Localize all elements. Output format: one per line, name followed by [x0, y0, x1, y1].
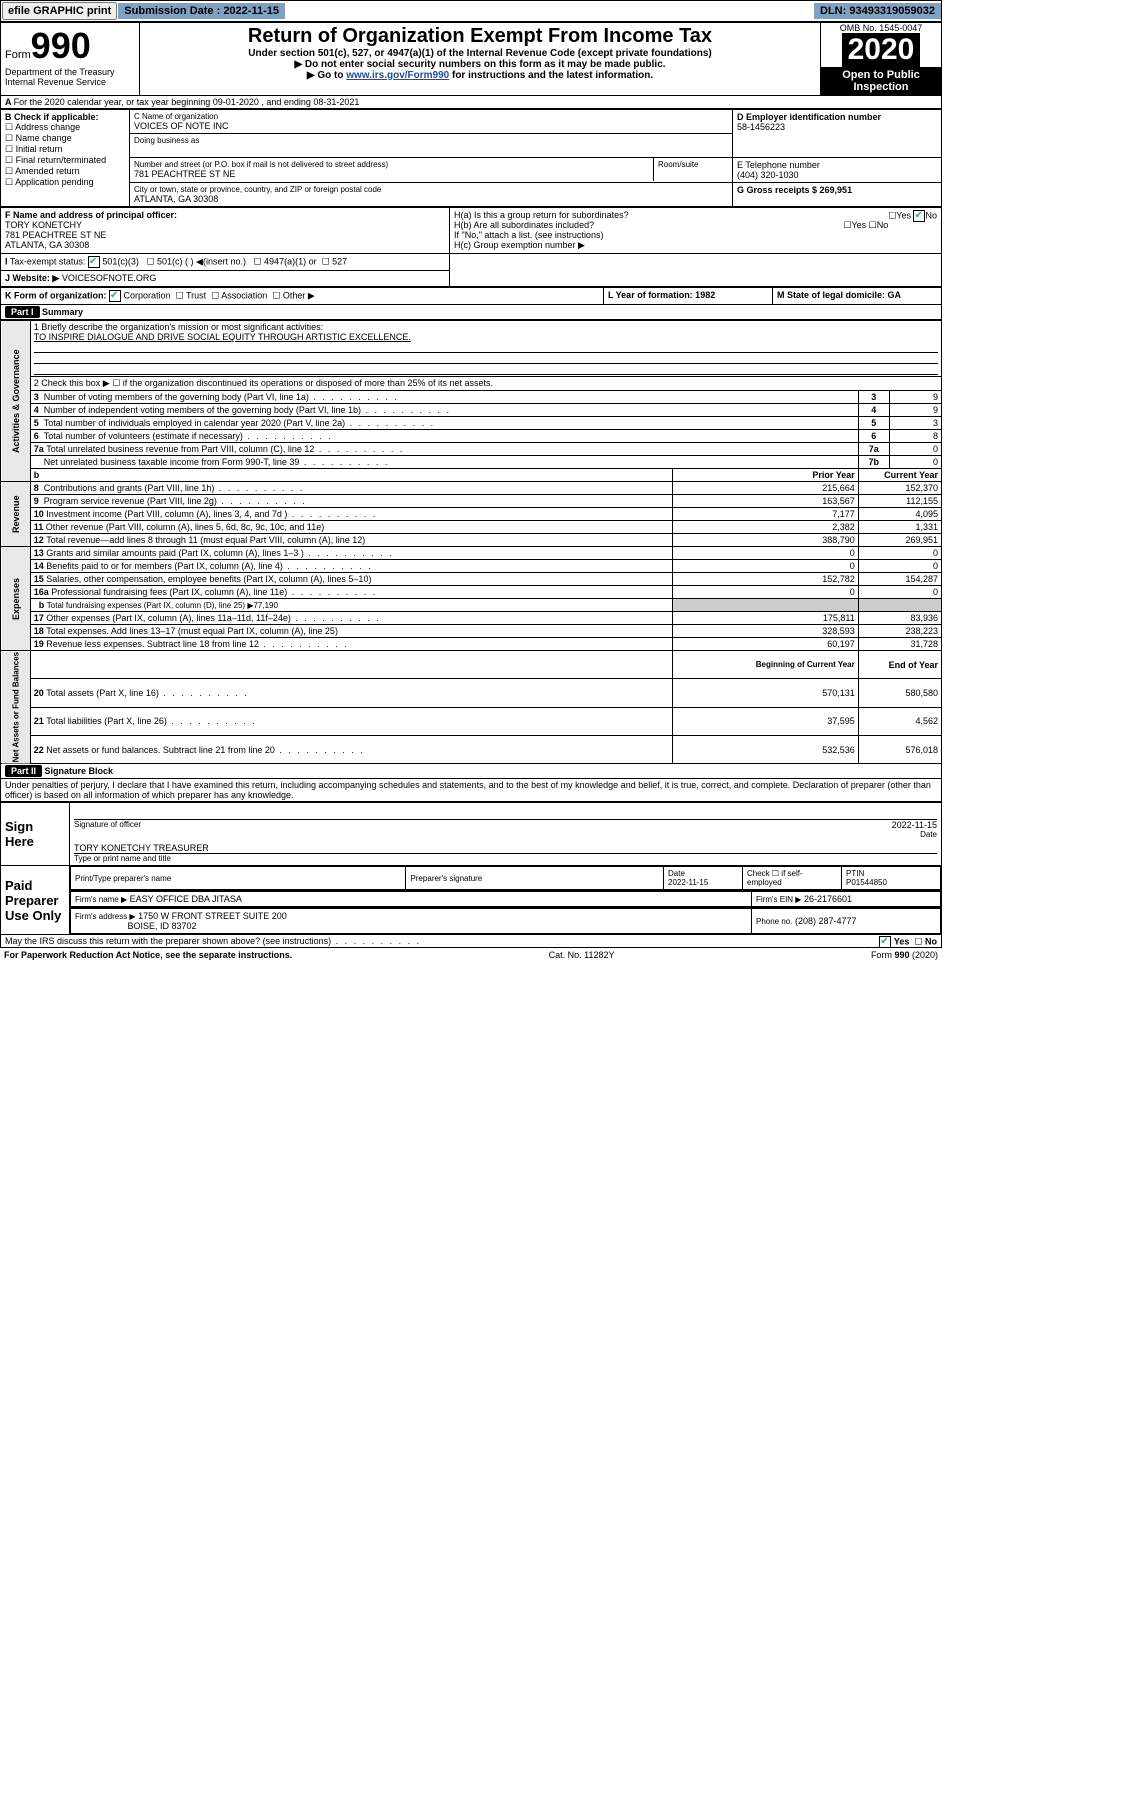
- dln: DLN: 93493319059032: [814, 3, 941, 19]
- sign-here-label: Sign Here: [1, 803, 70, 866]
- prep-sig-label: Preparer's signature: [406, 867, 664, 890]
- paid-preparer-label: Paid Preparer Use Only: [1, 866, 70, 935]
- street-address: 781 PEACHTREE ST NE: [134, 169, 649, 179]
- part-ii-badge: Part II: [5, 765, 42, 777]
- vlabel-net-assets: Net Assets or Fund Balances: [1, 651, 31, 764]
- submission-date: Submission Date : 2022-11-15: [118, 3, 285, 19]
- form990-link[interactable]: www.irs.gov/Form990: [346, 70, 449, 81]
- efile-print-button[interactable]: efile GRAPHIC print: [2, 2, 117, 20]
- ein: 58-1456223: [737, 122, 937, 132]
- dept-treasury: Department of the Treasury: [5, 67, 135, 77]
- form-header: Form990 Department of the Treasury Inter…: [0, 22, 942, 96]
- city-state-zip: ATLANTA, GA 30308: [134, 194, 728, 204]
- website-label: Website: ▶: [13, 273, 60, 283]
- dba-label: Doing business as: [134, 136, 728, 145]
- discuss-yes[interactable]: [879, 936, 891, 948]
- box-d-label: D Employer identification number: [737, 112, 937, 122]
- part-i-badge: Part I: [5, 306, 40, 318]
- website-url: VOICESOFNOTE.ORG: [62, 273, 157, 283]
- check-501c3[interactable]: [88, 256, 100, 268]
- h-a: H(a) Is this a group return for subordin…: [454, 210, 937, 220]
- date-label: Date: [74, 830, 937, 839]
- tax-exempt-label: Tax-exempt status:: [10, 256, 86, 266]
- check-corporation[interactable]: [109, 290, 121, 302]
- state-domicile: M State of legal domicile: GA: [773, 288, 942, 305]
- firm-address-1: 1750 W FRONT STREET SUITE 200: [138, 911, 287, 921]
- cat-no: Cat. No. 11282Y: [549, 950, 615, 960]
- check-name-change[interactable]: ☐ Name change: [5, 133, 125, 144]
- mission-text: TO INSPIRE DIALOGUE AND DRIVE SOCIAL EQU…: [34, 332, 938, 342]
- summary-table: Activities & Governance 1 Briefly descri…: [0, 320, 942, 764]
- q1-label: 1 Briefly describe the organization's mi…: [34, 322, 938, 332]
- telephone: (404) 320-1030: [737, 170, 937, 180]
- form-subtitle-3: ▶ Go to www.irs.gov/Form990 for instruct…: [144, 70, 816, 81]
- q2-text: 2 Check this box ▶ ☐ if the organization…: [30, 377, 941, 391]
- h-note: If "No," attach a list. (see instruction…: [454, 230, 937, 240]
- tax-year: 2020: [842, 33, 921, 67]
- vlabel-revenue: Revenue: [1, 482, 31, 547]
- room-suite-label: Room/suite: [654, 158, 733, 181]
- city-label: City or town, state or province, country…: [134, 185, 728, 194]
- firm-name: EASY OFFICE DBA JITASA: [130, 894, 242, 904]
- gross-receipts: G Gross receipts $ 269,951: [733, 183, 942, 207]
- firm-phone: (208) 287-4777: [795, 916, 857, 926]
- irs-label: Internal Revenue Service: [5, 77, 135, 87]
- declaration-text: Under penalties of perjury, I declare th…: [0, 779, 942, 802]
- firm-ein: 26-2176601: [804, 894, 852, 904]
- pra-notice: For Paperwork Reduction Act Notice, see …: [4, 950, 292, 960]
- page-footer: For Paperwork Reduction Act Notice, see …: [0, 948, 942, 962]
- box-f-label: F Name and address of principal officer:: [5, 210, 445, 220]
- sig-officer-label: Signature of officer: [74, 820, 141, 830]
- officer-name-title: TORY KONETCHY TREASURER: [74, 843, 937, 853]
- part-i-name: Summary: [42, 307, 83, 317]
- form-title: Return of Organization Exempt From Incom…: [144, 25, 816, 48]
- signature-block: Sign Here Signature of officer 2022-11-1…: [0, 802, 942, 935]
- box-c-label: C Name of organization: [134, 112, 728, 121]
- sig-date: 2022-11-15: [892, 820, 937, 830]
- officer-name: TORY KONETCHY: [5, 220, 445, 230]
- tax-period: A For the 2020 calendar year, or tax yea…: [0, 96, 942, 109]
- self-employed-check[interactable]: Check ☐ if self-employed: [743, 867, 842, 890]
- type-name-label: Type or print name and title: [74, 853, 937, 863]
- check-application-pending[interactable]: ☐ Application pending: [5, 177, 125, 188]
- top-bar: efile GRAPHIC print Submission Date : 20…: [0, 0, 942, 22]
- box-b-title: B Check if applicable:: [5, 112, 125, 122]
- form-subtitle-1: Under section 501(c), 527, or 4947(a)(1)…: [144, 48, 816, 59]
- org-name: VOICES OF NOTE INC: [134, 121, 728, 131]
- part-ii-name: Signature Block: [45, 766, 114, 776]
- open-to-public: Open to Public Inspection: [821, 67, 941, 95]
- entity-info: B Check if applicable: ☐ Address change …: [0, 109, 942, 207]
- prep-name-label: Print/Type preparer's name: [71, 867, 406, 890]
- form-ref: Form 990 (2020): [871, 950, 938, 960]
- discuss-preparer: May the IRS discuss this return with the…: [0, 935, 942, 948]
- year-formation: L Year of formation: 1982: [604, 288, 773, 305]
- vlabel-expenses: Expenses: [1, 547, 31, 651]
- firm-address-2: BOISE, ID 83702: [128, 921, 197, 931]
- h-c: H(c) Group exemption number ▶: [454, 240, 937, 251]
- org-form-info: K Form of organization: Corporation ☐ Tr…: [0, 287, 942, 305]
- box-e-label: E Telephone number: [737, 160, 937, 170]
- officer-street: 781 PEACHTREE ST NE: [5, 230, 445, 240]
- vlabel-governance: Activities & Governance: [1, 321, 31, 482]
- check-amended-return[interactable]: ☐ Amended return: [5, 166, 125, 177]
- omb-number: OMB No. 1545-0047: [821, 23, 941, 33]
- form-subtitle-2: ▶ Do not enter social security numbers o…: [144, 59, 816, 70]
- officer-group-info: F Name and address of principal officer:…: [0, 207, 942, 287]
- check-initial-return[interactable]: ☐ Initial return: [5, 144, 125, 155]
- form-number: Form990: [5, 25, 135, 67]
- check-address-change[interactable]: ☐ Address change: [5, 122, 125, 133]
- h-b: H(b) Are all subordinates included? ☐Yes…: [454, 220, 937, 230]
- box-k-label: K Form of organization:: [5, 290, 107, 300]
- ptin: P01544850: [846, 878, 887, 887]
- street-label: Number and street (or P.O. box if mail i…: [134, 160, 649, 169]
- check-final-return[interactable]: ☐ Final return/terminated: [5, 155, 125, 166]
- officer-city: ATLANTA, GA 30308: [5, 240, 445, 250]
